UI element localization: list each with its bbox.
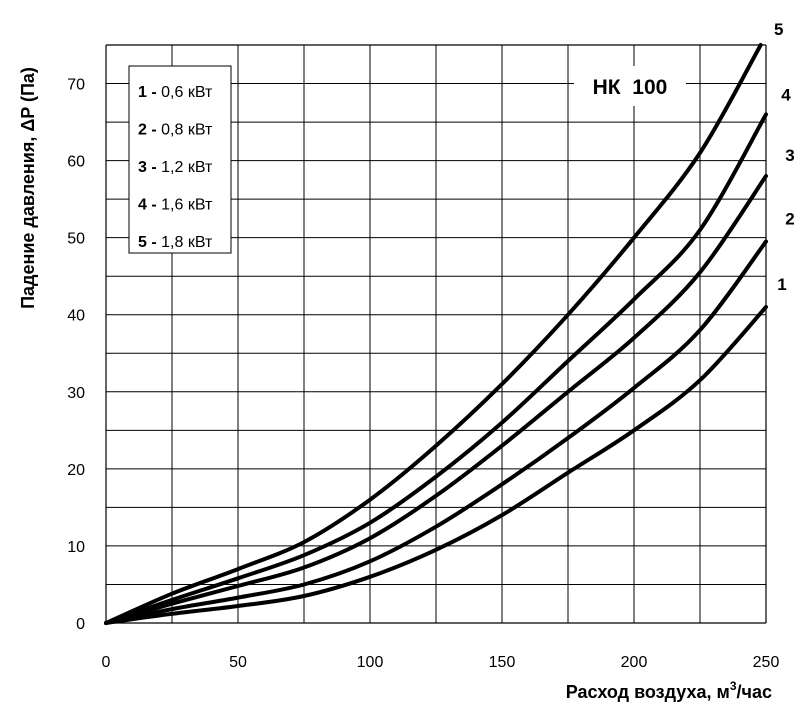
legend-item-value: 1,2 кВт: [161, 159, 213, 176]
legend-item-number: 4 -: [138, 197, 161, 214]
plot-frame: [105, 44, 767, 624]
curve-4: [104, 112, 768, 625]
y-tick-label: 70: [67, 77, 85, 94]
y-tick-label: 40: [67, 308, 85, 325]
model-label-box: НК 100: [574, 66, 686, 106]
x-axis-ticks: 0 50 100 150 200 250: [102, 654, 780, 671]
y-axis-title: Падение давления, ΔP (Па): [18, 67, 38, 309]
curve-2: [104, 239, 768, 625]
x-axis-title-sup: 3: [730, 679, 737, 693]
y-tick-label: 20: [67, 462, 85, 479]
legend-item-value: 0,6 кВт: [161, 84, 213, 101]
curve-label-1: 1: [777, 275, 786, 294]
x-tick-label: 250: [753, 654, 780, 671]
x-tick-label: 150: [489, 654, 516, 671]
legend-item-number: 5 -: [138, 234, 161, 251]
legend-item-1: 1 - 0,6 кВт: [138, 84, 213, 101]
legend-item-2: 2 - 0,8 кВт: [138, 122, 213, 139]
curve-5: [104, 43, 763, 625]
curve-3: [104, 174, 768, 625]
x-tick-label: 100: [357, 654, 384, 671]
legend-item-number: 2 -: [138, 122, 161, 139]
y-tick-label: 0: [76, 616, 85, 633]
legend-item-value: 0,8 кВт: [161, 122, 213, 139]
legend-item-4: 4 - 1,6 кВт: [138, 197, 213, 214]
legend-box: [128, 65, 232, 254]
x-axis-title-suffix: /час: [737, 682, 772, 702]
y-tick-label: 60: [67, 154, 85, 171]
curve-labels: 1 2 3 4 5: [774, 20, 795, 294]
model-label: НК 100: [593, 76, 668, 99]
legend-item-value: 1,6 кВт: [161, 197, 213, 214]
x-tick-label: 200: [621, 654, 648, 671]
curve-label-5: 5: [774, 20, 783, 39]
curve-label-4: 4: [781, 85, 791, 104]
curve-label-3: 3: [785, 146, 794, 165]
curve-1: [104, 305, 768, 625]
legend-item-number: 3 -: [138, 159, 161, 176]
legend-item-number: 1 -: [138, 84, 161, 101]
x-tick-label: 50: [229, 654, 247, 671]
legend-item-5: 5 - 1,8 кВт: [138, 234, 213, 251]
x-tick-label: 0: [102, 654, 111, 671]
y-tick-label: 10: [67, 539, 85, 556]
legend: 1 - 0,6 кВт 2 - 0,8 кВт 3 - 1,2 кВт 4 - 1,6…: [128, 65, 232, 254]
curves: [104, 43, 768, 625]
y-tick-label: 30: [67, 385, 85, 402]
y-axis-ticks: 0 10 20 30 40 50 60 70: [67, 77, 85, 633]
legend-item-3: 3 - 1,2 кВт: [138, 159, 213, 176]
curve-label-2: 2: [785, 210, 794, 229]
legend-item-value: 1,8 кВт: [161, 234, 213, 251]
x-axis-title: Расход воздуха, м3/час: [566, 679, 772, 702]
y-tick-label: 50: [67, 231, 85, 248]
